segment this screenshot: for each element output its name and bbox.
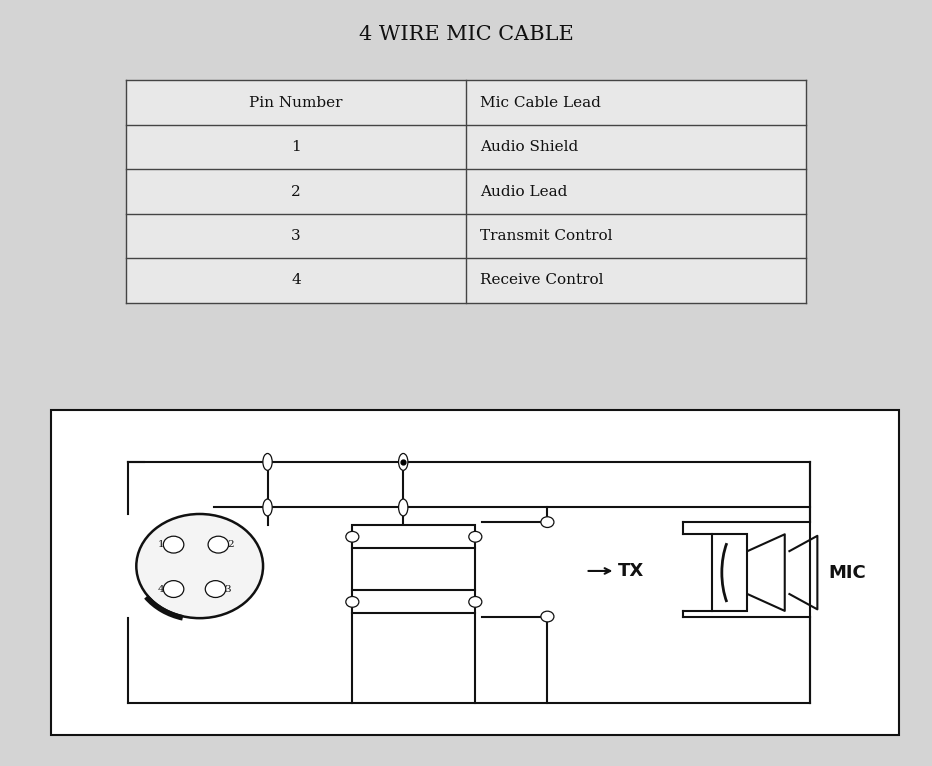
Circle shape — [163, 581, 184, 597]
Text: 2: 2 — [291, 185, 301, 198]
Text: TX: TX — [618, 562, 644, 580]
Bar — [352, 591, 475, 614]
Text: 1: 1 — [291, 140, 301, 154]
Text: 4: 4 — [158, 584, 165, 594]
Circle shape — [205, 581, 226, 597]
Text: 4 WIRE MIC CABLE: 4 WIRE MIC CABLE — [359, 25, 573, 44]
Ellipse shape — [263, 453, 272, 470]
Text: Transmit Control: Transmit Control — [480, 229, 612, 243]
Text: Mic Cable Lead: Mic Cable Lead — [480, 96, 601, 110]
Text: 1: 1 — [158, 540, 165, 549]
Text: 2: 2 — [227, 540, 234, 549]
Ellipse shape — [399, 453, 408, 470]
Circle shape — [469, 532, 482, 542]
Text: 4: 4 — [291, 273, 301, 287]
Text: 3: 3 — [225, 584, 231, 594]
Text: MIC: MIC — [829, 564, 867, 581]
Circle shape — [163, 536, 184, 553]
Text: 3: 3 — [291, 229, 301, 243]
Circle shape — [136, 514, 263, 618]
Circle shape — [541, 517, 554, 528]
Text: Audio Lead: Audio Lead — [480, 185, 568, 198]
Ellipse shape — [399, 499, 408, 516]
Circle shape — [469, 597, 482, 607]
Bar — [51, 410, 899, 735]
Text: Receive Control: Receive Control — [480, 273, 604, 287]
Circle shape — [346, 532, 359, 542]
Text: Pin Number: Pin Number — [249, 96, 343, 110]
Bar — [712, 535, 747, 611]
Circle shape — [208, 536, 228, 553]
Ellipse shape — [263, 499, 272, 516]
Circle shape — [346, 597, 359, 607]
Bar — [352, 525, 475, 548]
Text: Audio Shield: Audio Shield — [480, 140, 578, 154]
Bar — [126, 80, 806, 303]
Circle shape — [541, 611, 554, 622]
